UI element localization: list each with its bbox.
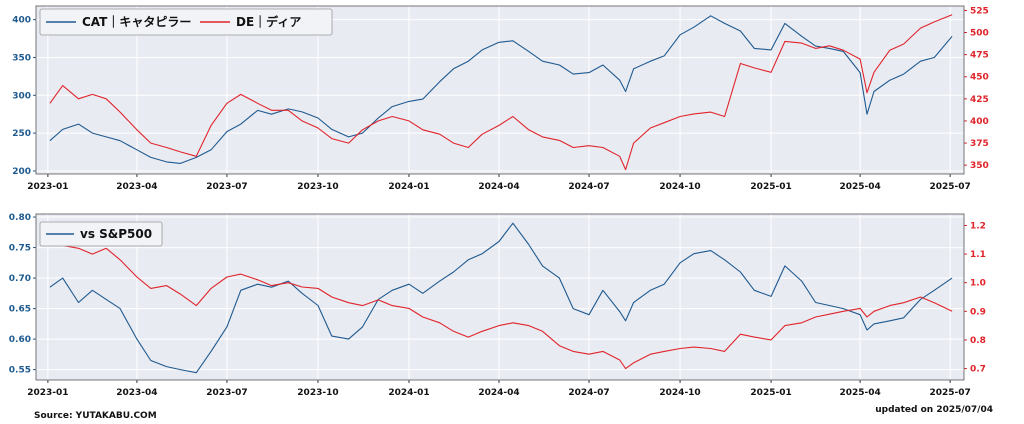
- price-panel-lines: [49, 14, 953, 171]
- ratio-x-tick-label: 2024-04: [478, 388, 519, 398]
- price-x-tick-label: 2024-04: [478, 182, 519, 192]
- price-x-tick-label: 2025-04: [839, 182, 880, 192]
- updated-label: updated on 2025/07/04: [875, 405, 993, 415]
- price-right-tick-label: 450: [970, 73, 989, 83]
- ratio-x-tick-label: 2024-01: [388, 388, 429, 398]
- ratio-right-tick-label: 1.0: [970, 279, 986, 289]
- price-left-tick-label: 300: [12, 91, 31, 101]
- price-legend: CAT｜キャタピラー DE｜ディア: [39, 8, 333, 36]
- legend-label-de: DE｜ディア: [236, 14, 301, 29]
- price-legend-box: [39, 8, 333, 36]
- ratio-panel: 2023-01 2023-04 2023-07 2023-10 2024-01 2024-…: [9, 213, 986, 398]
- ratio-left-tick-label: 0.80: [9, 213, 31, 223]
- ratio-left-tick-label: 0.70: [9, 274, 31, 284]
- ratio-series-line-de: [49, 239, 953, 370]
- price-right-tick-label: 350: [970, 161, 989, 171]
- price-x-tick-label: 2025-01: [750, 182, 791, 192]
- price-right-tick-label: 400: [970, 117, 989, 127]
- price-series-line-cat: [49, 15, 953, 164]
- price-x-tick-label: 2024-07: [568, 182, 609, 192]
- price-right-tick-label: 375: [970, 139, 989, 149]
- ratio-x-tick-label: 2023-10: [297, 388, 338, 398]
- ratio-right-tick-label: 0.8: [970, 336, 986, 346]
- ratio-left-tick-label: 0.60: [9, 335, 31, 345]
- price-right-tick-label: 475: [970, 51, 989, 61]
- ratio-series-line-cat: [49, 222, 953, 374]
- price-series-line-de: [49, 14, 953, 171]
- price-panel: 2023-01 2023-04 2023-07 2023-10 2024-01 2024-…: [12, 5, 989, 192]
- ratio-x-tick-label: 2024-10: [659, 388, 700, 398]
- price-right-tick-label: 425: [970, 95, 989, 105]
- price-x-tick-label: 2024-10: [659, 182, 700, 192]
- price-right-tick-label: 500: [970, 29, 989, 39]
- price-right-tick-label: 525: [970, 6, 989, 16]
- price-x-tick-label: 2023-04: [116, 182, 157, 192]
- ratio-right-tick-label: 0.9: [970, 307, 986, 317]
- price-x-tick-label: 2023-07: [206, 182, 247, 192]
- ratio-x-tick-label: 2025-01: [750, 388, 791, 398]
- price-left-tick-label: 250: [12, 129, 31, 139]
- price-panel-ticks: 2023-01 2023-04 2023-07 2023-10 2024-01 2024-…: [12, 5, 989, 192]
- ratio-x-tick-label: 2023-01: [27, 388, 68, 398]
- price-x-tick-label: 2023-10: [297, 182, 338, 192]
- ratio-panel-lines: [49, 222, 953, 374]
- ratio-left-tick-label: 0.55: [9, 366, 31, 376]
- ratio-left-tick-label: 0.75: [9, 244, 31, 254]
- ratio-panel-ticks: 2023-01 2023-04 2023-07 2023-10 2024-01 2024-…: [9, 213, 986, 398]
- ratio-right-tick-label: 1.2: [970, 221, 986, 231]
- ratio-x-tick-label: 2024-07: [568, 388, 609, 398]
- price-left-tick-label: 400: [12, 16, 31, 26]
- ratio-x-tick-label: 2023-04: [116, 388, 157, 398]
- ratio-legend: vs S&P500: [39, 221, 163, 247]
- ratio-legend-box: [39, 221, 163, 247]
- ratio-panel-grid: [36, 214, 964, 380]
- price-x-tick-label: 2024-01: [388, 182, 429, 192]
- ratio-panel-frame: [35, 213, 965, 381]
- price-left-tick-label: 350: [12, 53, 31, 63]
- price-x-tick-label: 2025-07: [929, 182, 970, 192]
- legend-label-vs-sp500: vs S&P500: [80, 227, 152, 241]
- ratio-x-tick-label: 2023-07: [206, 388, 247, 398]
- ratio-x-tick-label: 2025-07: [929, 388, 970, 398]
- ratio-left-tick-label: 0.65: [9, 305, 31, 315]
- source-label: Source: YUTAKABU.COM: [34, 411, 157, 421]
- ratio-panel-background: [36, 214, 964, 380]
- price-x-tick-label: 2023-01: [27, 182, 68, 192]
- ratio-right-tick-label: 1.1: [970, 250, 986, 260]
- price-left-tick-label: 200: [12, 167, 31, 177]
- legend-label-cat: CAT｜キャタピラー: [82, 14, 191, 29]
- ratio-x-tick-label: 2025-04: [839, 388, 880, 398]
- price-panel-frame: [35, 5, 965, 175]
- ratio-right-tick-label: 0.7: [970, 365, 986, 375]
